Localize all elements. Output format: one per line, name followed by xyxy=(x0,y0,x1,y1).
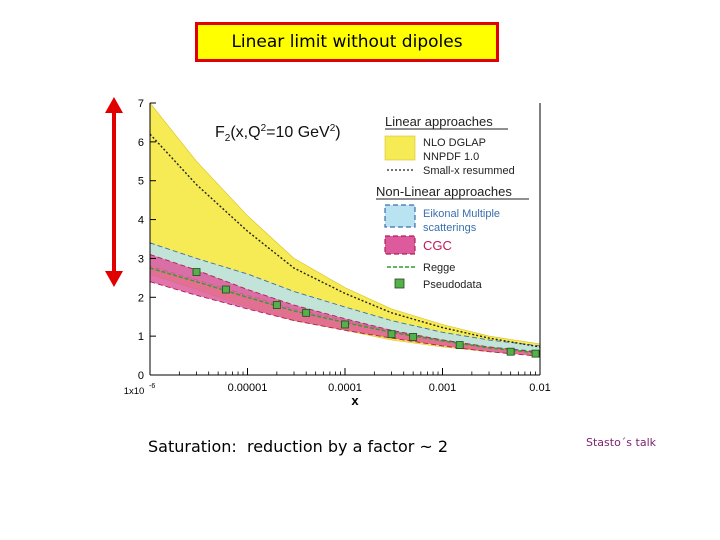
double-arrow-head-down xyxy=(105,271,123,287)
pseudodata-point xyxy=(387,330,396,339)
x-tick-label: 0.01 xyxy=(529,382,550,394)
x-tick-label: 1x10 xyxy=(124,386,145,397)
y-tick-label: 0 xyxy=(138,370,144,382)
legend-label-small-x: Small-x resummed xyxy=(423,165,515,177)
legend-label-eikonal-cont: scatterings xyxy=(423,222,477,234)
y-tick-label: 3 xyxy=(138,253,144,265)
pseudodata-point xyxy=(221,285,230,294)
slide-caption: Saturation: reduction by a factor ~ 2 xyxy=(148,437,449,456)
legend-label-pseudodata: Pseudodata xyxy=(423,279,483,291)
pseudodata-point xyxy=(302,308,311,317)
slide-title: Linear limit without dipoles xyxy=(195,22,499,62)
pseudodata-point xyxy=(531,349,540,358)
x-axis-label: x xyxy=(351,393,359,408)
series-line-small-x-resummed xyxy=(150,133,540,348)
legend-label-nlo-dglap: NLO DGLAP xyxy=(423,137,486,149)
legend-swatch-eikonal xyxy=(384,204,416,228)
y-tick-label: 4 xyxy=(138,215,144,227)
credit-text: Stasto´s talk xyxy=(586,436,657,449)
pseudodata-point xyxy=(341,320,349,329)
legend-heading-nonlinear: Non-Linear approaches xyxy=(376,184,512,199)
legend-heading-linear: Linear approaches xyxy=(385,114,493,129)
x-tick-label: 0.0001 xyxy=(328,382,362,394)
pseudodata-point xyxy=(455,341,464,349)
y-tick-label: 2 xyxy=(138,292,144,304)
plot-area xyxy=(150,103,540,358)
y-tick-label: 5 xyxy=(138,176,144,188)
legend-label-regge: Regge xyxy=(423,262,455,274)
y-tick-label: 6 xyxy=(138,137,144,149)
x-tick-label: 0.001 xyxy=(429,382,457,394)
legend-label-eikonal: Eikonal Multiple xyxy=(423,208,500,220)
legend-marker-pseudodata xyxy=(394,278,405,289)
legend-swatch-cgc xyxy=(384,235,416,255)
pseudodata-point xyxy=(192,268,201,276)
y-tick-label: 7 xyxy=(138,98,144,110)
pseudodata-point xyxy=(409,333,418,341)
legend-label-nnpdf: NNPDF 1.0 xyxy=(423,151,479,163)
pseudodata-point xyxy=(272,301,281,309)
legend-label-cgc: CGC xyxy=(423,238,452,253)
legend-swatch-nlo-dglap xyxy=(384,135,416,161)
series-line-regge xyxy=(150,267,540,354)
pseudodata-point xyxy=(506,347,515,356)
x-tick-exponent: -6 xyxy=(149,383,155,390)
y-tick-label: 1 xyxy=(138,331,144,343)
x-tick-label: 0.00001 xyxy=(228,382,268,394)
double-arrow-head-up xyxy=(105,97,123,113)
band-cgc xyxy=(150,254,540,357)
chart-title: F2(x,Q2=10 GeV2) xyxy=(215,123,341,144)
